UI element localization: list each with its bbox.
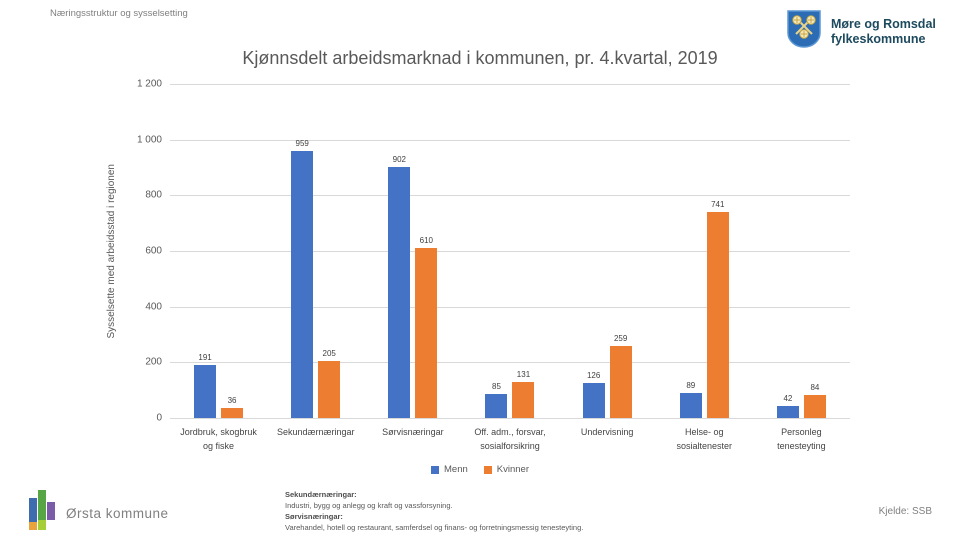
gridline (170, 418, 850, 419)
bar-value-label: 610 (419, 236, 434, 246)
bar-kvinner (803, 394, 826, 418)
bar-value-label: 126 (586, 370, 601, 380)
bar-value-label: 131 (516, 369, 531, 379)
bar-kvinner (318, 360, 341, 418)
bar-value-label: 89 (686, 381, 696, 391)
x-category-label: Sekundærnæringar (276, 427, 355, 437)
chart-footnotes: Sekundærnæringar: Industri, bygg og anle… (285, 490, 755, 534)
bar-value-label: 36 (227, 395, 237, 405)
bar-menn (194, 364, 217, 418)
bar-kvinner (512, 381, 535, 418)
chart-title: Kjønnsdelt arbeidsmarknad i kommunen, pr… (242, 48, 718, 68)
y-tick-label: 400 (145, 301, 162, 313)
x-category-label: Helse- og sosialtenester (676, 427, 733, 451)
bar-menn (679, 393, 702, 418)
gridline (170, 362, 850, 364)
legend-swatch-menn-icon (431, 465, 439, 474)
bar-group: 126 259 (559, 334, 656, 418)
bar-group: 42 84 (753, 383, 850, 418)
x-category-label: Sørvisnæringar (382, 427, 444, 437)
y-tick-label: 1 200 (136, 78, 162, 90)
bar-group: 902 610 (364, 155, 461, 418)
fylkeskommune-logo: Møre og Romsdal fylkeskommune (785, 8, 936, 55)
plot-area: 1 200 1 000 800 600 400 200 0 191 36 959 205 902 610… (137, 79, 850, 424)
y-tick-label: 600 (145, 245, 162, 257)
gridline (170, 195, 850, 197)
bar-value-label: 191 (198, 352, 212, 362)
fylkeskommune-name: Møre og Romsdal fylkeskommune (831, 17, 936, 46)
y-tick-label: 0 (156, 412, 162, 424)
x-category-label: Jordbruk, skogbruk og fiske (180, 427, 257, 451)
coat-of-arms-icon (785, 8, 823, 55)
footnote-text-sekundar: Industri, bygg og anlegg og kraft og vas… (285, 500, 453, 510)
bar-menn (776, 406, 799, 418)
x-category-label: Off. adm., forsvar, sosialforsikring (474, 427, 546, 451)
gridline (170, 139, 850, 141)
source-label: Kjelde: SSB (878, 506, 932, 517)
footnote-label-sorvis: Sørvisnæringar: (285, 511, 343, 521)
municipality-logo-icon (28, 488, 60, 537)
bar-kvinner (609, 345, 632, 418)
bar-menn (291, 151, 314, 418)
bar-group: 89 741 (656, 200, 753, 418)
x-axis-labels: Jordbruk, skogbruk og fiske Sekundærnærin… (170, 426, 850, 462)
legend-swatch-kvinner-icon (483, 465, 492, 474)
municipality-name: Ørsta kommune (66, 506, 169, 521)
bar-value-label: 959 (295, 139, 309, 149)
x-category-label: Undervisning (580, 427, 634, 437)
bar-menn (582, 382, 605, 418)
x-category-label: Personleg tenesteyting (777, 427, 826, 451)
bar-group: 85 131 (461, 370, 558, 418)
legend-label-kvinner: Kvinner (496, 464, 529, 475)
legend-item-kvinner: Kvinner (483, 464, 529, 475)
gridline (170, 84, 850, 85)
gridline (170, 251, 850, 252)
bar-value-label: 902 (392, 154, 407, 164)
bar-value-label: 84 (810, 382, 820, 392)
bar-value-label: 741 (711, 199, 725, 209)
bar-value-label: 259 (613, 333, 628, 343)
bar-value-label: 205 (322, 348, 336, 358)
legend-label-menn: Menn (444, 464, 468, 475)
slide-header-label: Næringsstruktur og sysselsetting (50, 8, 188, 19)
y-tick-label: 200 (145, 356, 162, 368)
bar-menn (485, 394, 508, 418)
footnote-text-sorvis: Varehandel, hotell og restaurant, samfer… (285, 522, 584, 532)
bar-value-label: 42 (783, 394, 793, 404)
y-tick-label: 1 000 (136, 134, 162, 146)
chart-legend: Menn Kvinner (0, 464, 960, 475)
gridline (170, 306, 850, 308)
bar-kvinner (415, 248, 438, 418)
y-tick-label: 800 (145, 189, 162, 201)
bar-value-label: 85 (492, 382, 501, 392)
bar-kvinner (221, 407, 244, 418)
bar-group: 191 36 (170, 353, 267, 418)
bar-menn (388, 166, 411, 418)
footnote-label-sekundar: Sekundærnæringar: (285, 490, 357, 499)
legend-item-menn: Menn (431, 464, 468, 475)
bar-kvinner (706, 211, 729, 418)
bar-group: 959 205 (267, 139, 364, 418)
